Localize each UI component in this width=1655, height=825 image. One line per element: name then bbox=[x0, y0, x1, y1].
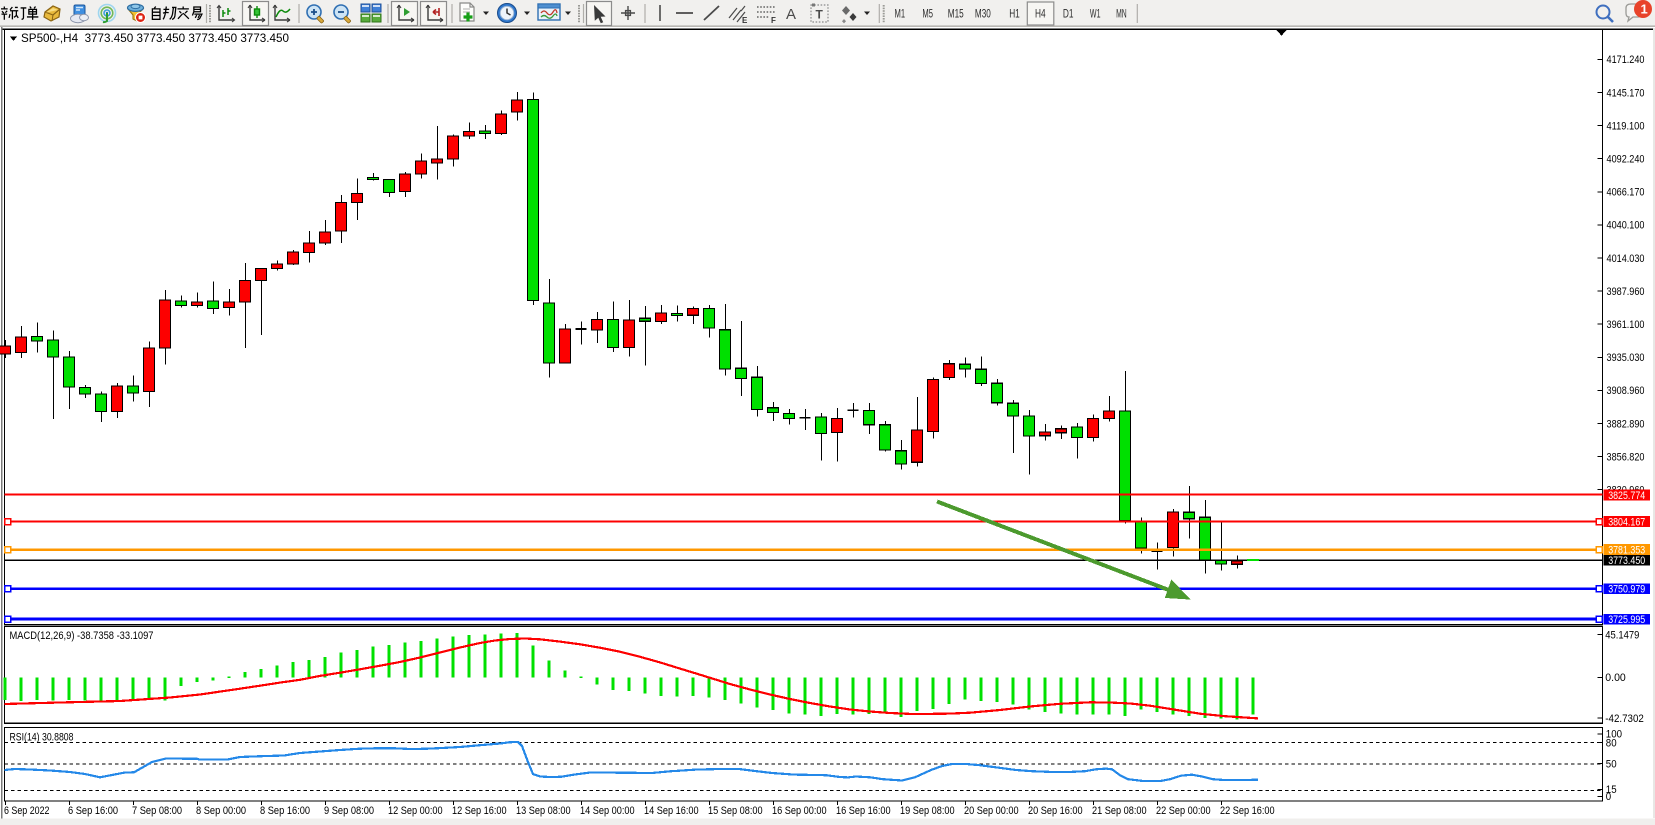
svg-text:F: F bbox=[771, 16, 776, 25]
svg-text:12 Sep 00:00: 12 Sep 00:00 bbox=[388, 805, 443, 817]
svg-text:14 Sep 16:00: 14 Sep 16:00 bbox=[644, 805, 699, 817]
svg-text:100: 100 bbox=[1606, 729, 1622, 741]
svg-text:4066.170: 4066.170 bbox=[1607, 187, 1645, 199]
svg-text:MN: MN bbox=[1116, 7, 1127, 21]
svg-text:M5: M5 bbox=[922, 7, 933, 21]
svg-text:3781.353: 3781.353 bbox=[1608, 545, 1645, 557]
svg-text:19 Sep 08:00: 19 Sep 08:00 bbox=[900, 805, 955, 817]
svg-text:0.00: 0.00 bbox=[1605, 672, 1626, 684]
svg-text:16 Sep 00:00: 16 Sep 00:00 bbox=[772, 805, 827, 817]
svg-text:W1: W1 bbox=[1090, 7, 1101, 21]
svg-text:21 Sep 08:00: 21 Sep 08:00 bbox=[1092, 805, 1147, 817]
svg-text:H1: H1 bbox=[1009, 7, 1020, 21]
svg-text:6 Sep 2022: 6 Sep 2022 bbox=[4, 805, 50, 817]
svg-text:4171.240: 4171.240 bbox=[1607, 54, 1645, 66]
svg-text:4145.170: 4145.170 bbox=[1607, 87, 1645, 99]
svg-text:MACD(12,26,9) -38.7358 -33.109: MACD(12,26,9) -38.7358 -33.1097 bbox=[10, 630, 154, 642]
svg-text:3908.960: 3908.960 bbox=[1607, 385, 1645, 397]
svg-text:6 Sep 16:00: 6 Sep 16:00 bbox=[68, 805, 118, 817]
svg-text:4014.030: 4014.030 bbox=[1607, 253, 1645, 265]
svg-text:80: 80 bbox=[1606, 737, 1617, 749]
svg-text:M15: M15 bbox=[948, 7, 964, 21]
svg-text:3882.890: 3882.890 bbox=[1607, 418, 1645, 430]
svg-text:E: E bbox=[742, 16, 748, 25]
svg-text:13 Sep 08:00: 13 Sep 08:00 bbox=[516, 805, 571, 817]
svg-text:15: 15 bbox=[1606, 784, 1617, 796]
svg-text:1: 1 bbox=[1641, 2, 1648, 17]
svg-text:RSI(14) 30.8808: RSI(14) 30.8808 bbox=[10, 732, 74, 744]
svg-text:M1: M1 bbox=[895, 7, 906, 21]
svg-text:8 Sep 00:00: 8 Sep 00:00 bbox=[196, 805, 246, 817]
svg-text:T: T bbox=[816, 8, 824, 22]
svg-text:20 Sep 16:00: 20 Sep 16:00 bbox=[1028, 805, 1083, 817]
svg-text:3804.167: 3804.167 bbox=[1608, 517, 1645, 529]
svg-text:3935.030: 3935.030 bbox=[1607, 352, 1645, 364]
svg-text:8 Sep 16:00: 8 Sep 16:00 bbox=[260, 805, 310, 817]
svg-text:3773.450: 3773.450 bbox=[1608, 555, 1645, 567]
svg-text:4092.240: 4092.240 bbox=[1607, 154, 1645, 166]
svg-text:SP500-,H4 3773.450 3773.450 3: SP500-,H4 3773.450 3773.450 3773.450 377… bbox=[21, 31, 289, 45]
svg-text:-42.7302: -42.7302 bbox=[1605, 713, 1644, 725]
svg-text:50: 50 bbox=[1606, 759, 1617, 771]
svg-text:3856.820: 3856.820 bbox=[1607, 451, 1645, 463]
svg-text:3825.774: 3825.774 bbox=[1608, 490, 1645, 502]
svg-text:H4: H4 bbox=[1035, 7, 1046, 21]
svg-text:3750.979: 3750.979 bbox=[1608, 584, 1645, 596]
svg-text:9 Sep 08:00: 9 Sep 08:00 bbox=[324, 805, 374, 817]
svg-text:3961.100: 3961.100 bbox=[1607, 319, 1645, 331]
svg-text:4040.100: 4040.100 bbox=[1607, 220, 1645, 232]
svg-text:16 Sep 16:00: 16 Sep 16:00 bbox=[836, 805, 891, 817]
svg-text:15 Sep 08:00: 15 Sep 08:00 bbox=[708, 805, 763, 817]
svg-text:D1: D1 bbox=[1063, 7, 1074, 21]
svg-text:M30: M30 bbox=[975, 7, 991, 21]
svg-text:3725.995: 3725.995 bbox=[1608, 614, 1645, 626]
svg-text:20 Sep 00:00: 20 Sep 00:00 bbox=[964, 805, 1019, 817]
svg-text:22 Sep 16:00: 22 Sep 16:00 bbox=[1220, 805, 1275, 817]
svg-text:4119.100: 4119.100 bbox=[1607, 120, 1645, 132]
svg-text:7 Sep 08:00: 7 Sep 08:00 bbox=[132, 805, 182, 817]
svg-text:0: 0 bbox=[1606, 791, 1611, 803]
svg-text:22 Sep 00:00: 22 Sep 00:00 bbox=[1156, 805, 1211, 817]
svg-text:A: A bbox=[786, 6, 796, 23]
svg-text:45.1479: 45.1479 bbox=[1605, 629, 1639, 641]
svg-text:14 Sep 00:00: 14 Sep 00:00 bbox=[580, 805, 635, 817]
svg-text:3987.960: 3987.960 bbox=[1607, 286, 1645, 298]
svg-text:12 Sep 16:00: 12 Sep 16:00 bbox=[452, 805, 507, 817]
